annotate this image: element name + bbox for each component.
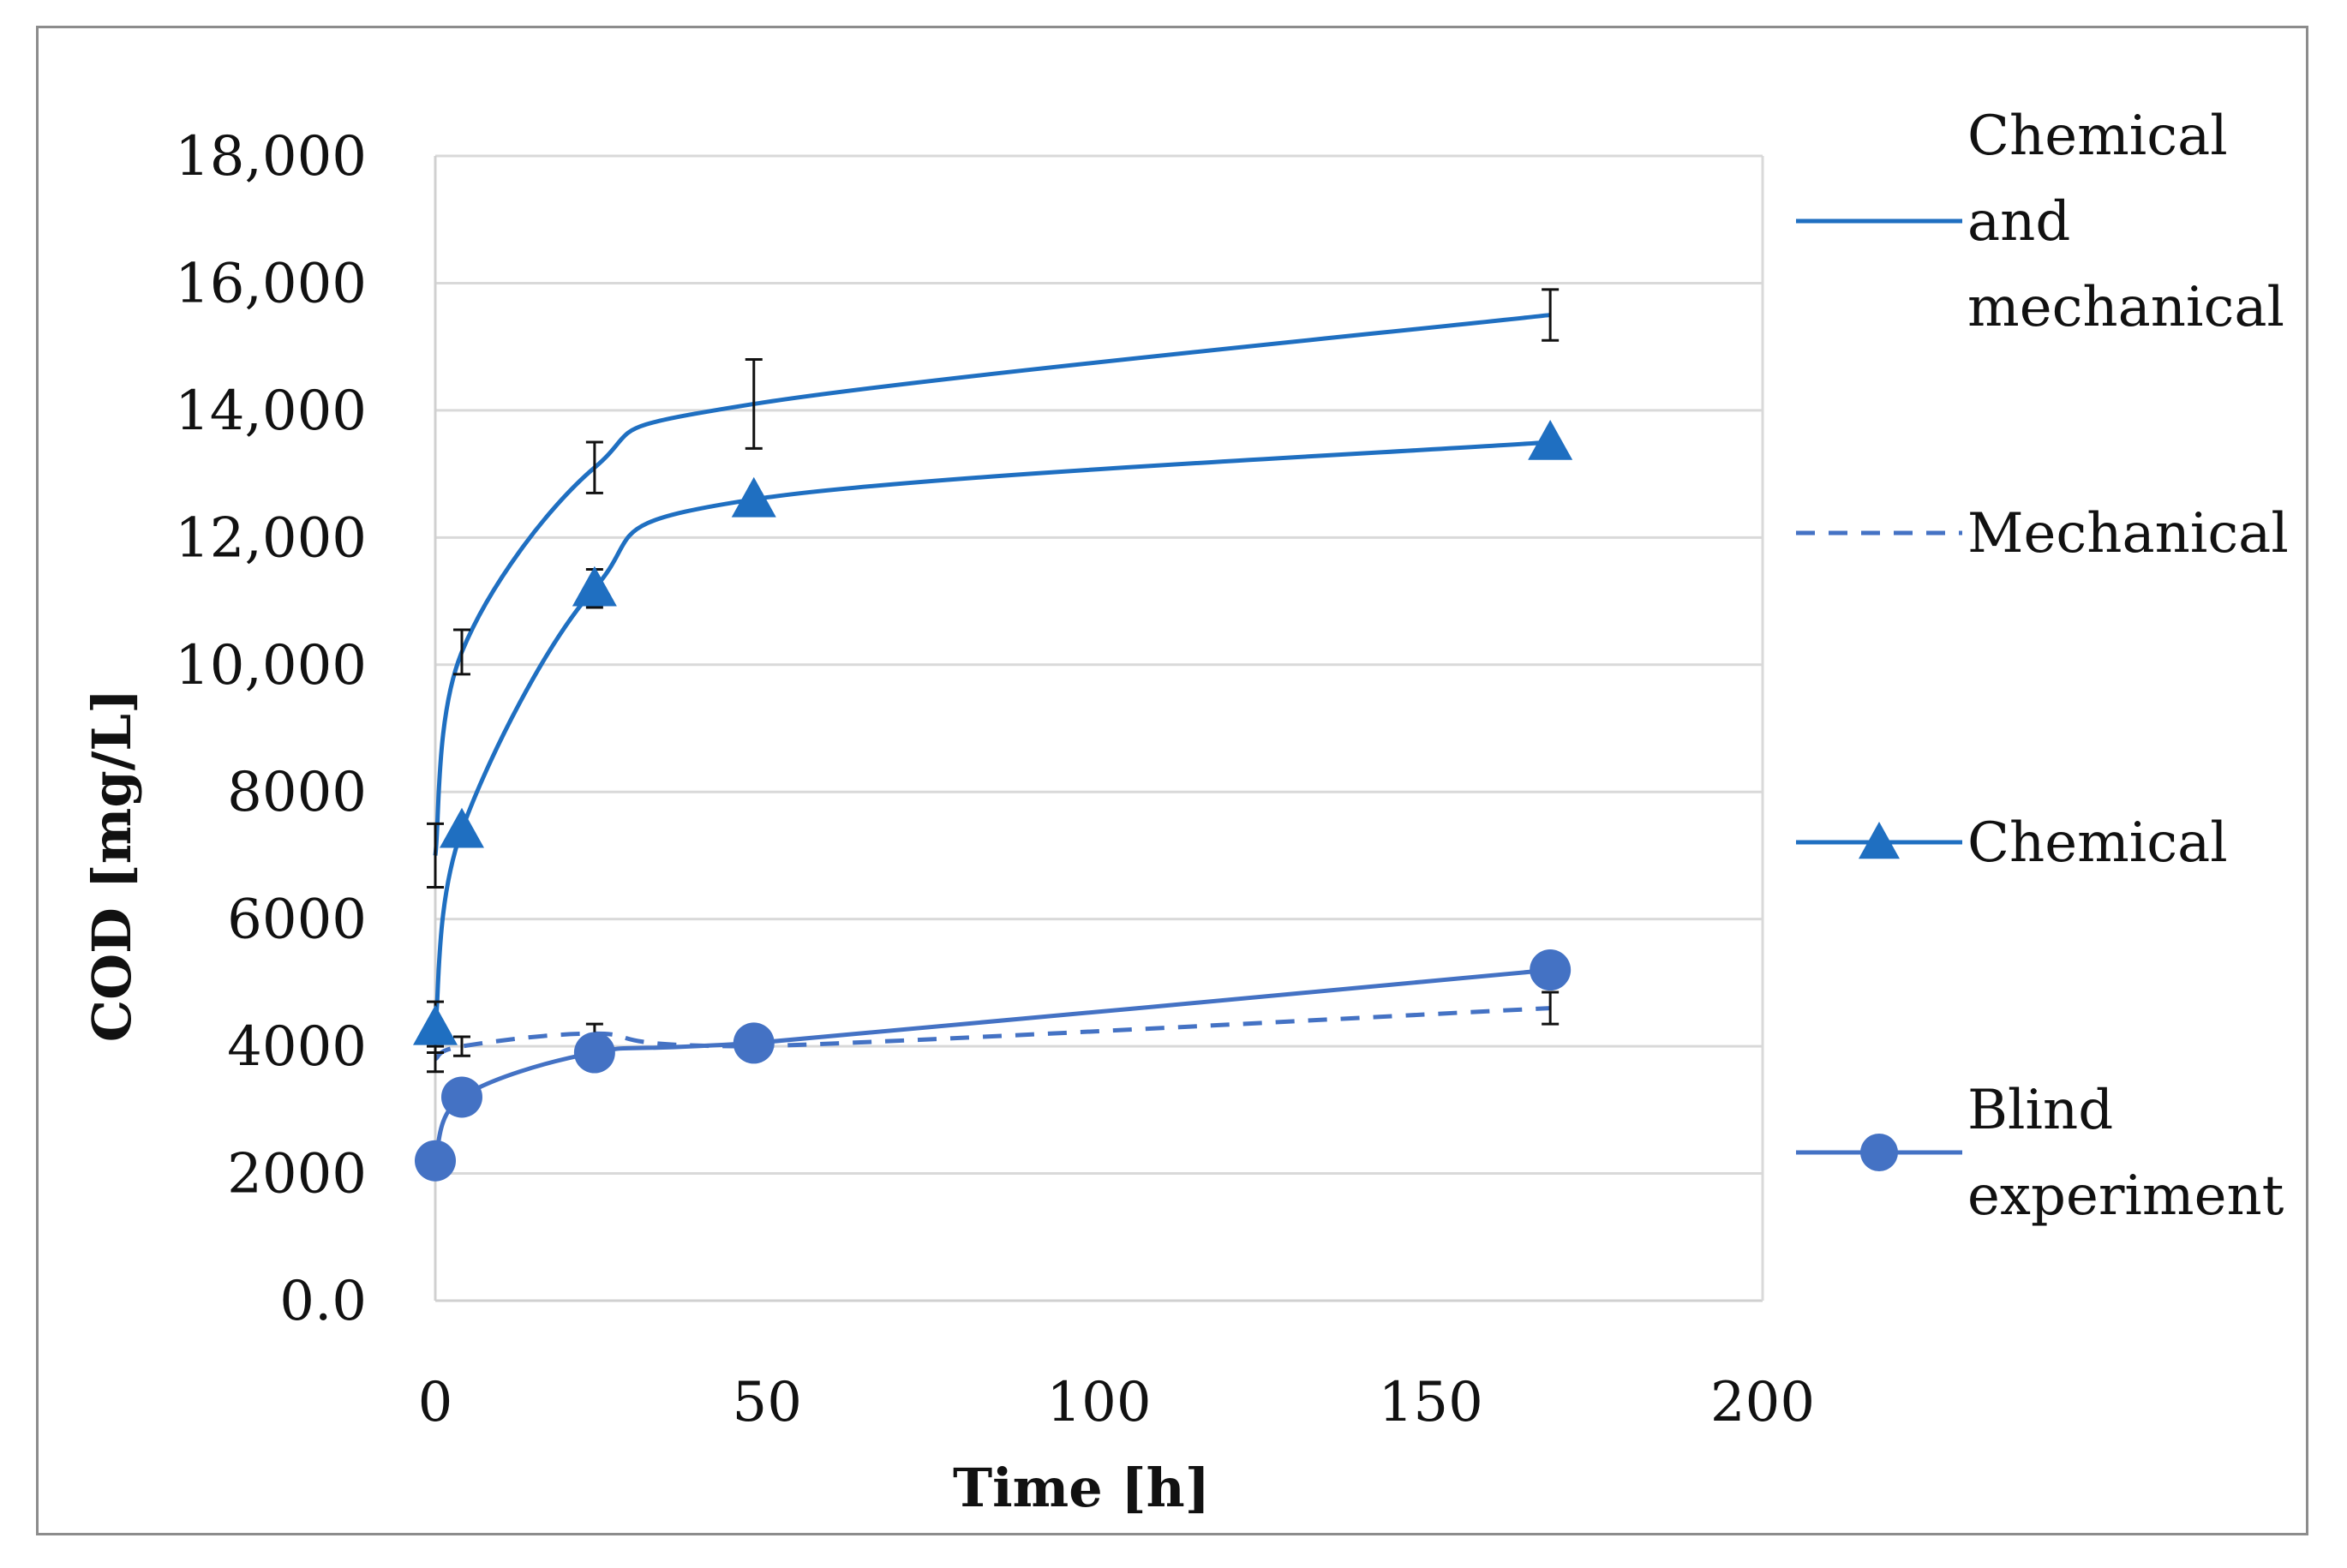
legend-label-chemical-and-mechanical: and xyxy=(1967,190,2070,254)
series-line-chemical xyxy=(433,440,1551,1028)
point-chemical xyxy=(1528,420,1573,460)
series-line-mechanical xyxy=(434,1006,1551,1062)
data-markers xyxy=(413,420,1573,1182)
figure-frame xyxy=(36,26,2308,1535)
y-tick-label: 12,000 xyxy=(175,506,367,570)
point-blind-experiment xyxy=(415,1140,456,1182)
axes xyxy=(434,156,1764,1302)
series-line-chemical-and-mechanical xyxy=(433,313,1551,856)
x-tick-label: 0 xyxy=(418,1371,453,1434)
legend-marker-chemical xyxy=(1859,822,1900,859)
point-chemical xyxy=(731,476,776,518)
point-blind-experiment xyxy=(573,1032,615,1074)
error-bars xyxy=(427,288,1560,1074)
point-blind-experiment xyxy=(1530,949,1572,991)
legend: Chemical and mechanical Mechanical Chemical B… xyxy=(1796,105,2289,1228)
point-chemical xyxy=(439,807,484,848)
point-blind-experiment xyxy=(733,1022,775,1064)
legend-label-blind-experiment: experiment xyxy=(1967,1164,2284,1228)
y-tick-label: 18,000 xyxy=(175,125,367,189)
y-tick-label: 0.0 xyxy=(279,1270,367,1333)
legend-label-chemical-and-mechanical: Chemical xyxy=(1967,105,2228,168)
point-chemical xyxy=(413,1004,458,1045)
legend-marker-blind-experiment xyxy=(1860,1134,1898,1171)
y-axis-title: COD [mg/L] xyxy=(81,689,143,1043)
point-blind-experiment xyxy=(440,1076,482,1118)
x-tick-label: 150 xyxy=(1379,1371,1483,1434)
x-tick-label: 200 xyxy=(1710,1371,1815,1434)
legend-label-chemical-and-mechanical: mechanical xyxy=(1967,276,2284,339)
tick-labels: 0.0200040006000800010,00012,00014,00016,… xyxy=(175,125,1815,1434)
series-lines xyxy=(433,313,1551,1162)
gridlines xyxy=(435,154,1763,1176)
y-tick-label: 6000 xyxy=(227,889,367,952)
x-tick-label: 100 xyxy=(1046,1371,1151,1434)
y-tick-label: 10,000 xyxy=(175,634,367,697)
y-tick-label: 8000 xyxy=(227,761,367,824)
y-tick-label: 2000 xyxy=(227,1143,367,1206)
legend-label-blind-experiment: Blind xyxy=(1967,1079,2113,1142)
y-tick-label: 14,000 xyxy=(175,380,367,443)
x-axis-title: Time [h] xyxy=(953,1457,1210,1519)
x-tick-label: 50 xyxy=(733,1371,802,1434)
legend-label-chemical: Chemical xyxy=(1967,811,2228,875)
point-chemical xyxy=(572,566,617,607)
y-tick-label: 16,000 xyxy=(175,252,367,315)
legend-label-mechanical: Mechanical xyxy=(1967,502,2289,566)
y-tick-label: 4000 xyxy=(227,1015,367,1079)
